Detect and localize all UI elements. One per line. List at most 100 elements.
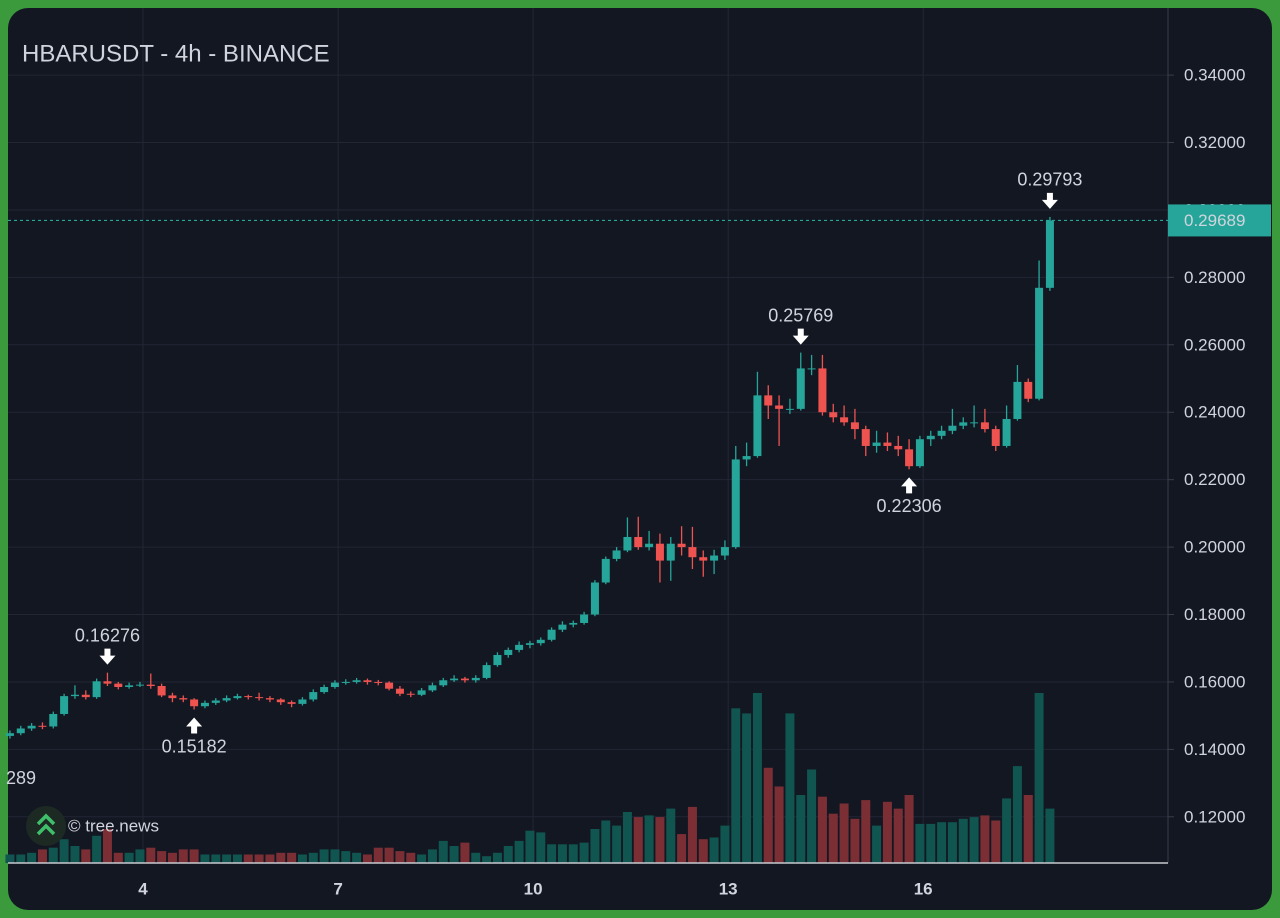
candle-body <box>103 681 112 684</box>
volume-bar <box>189 849 199 863</box>
volume-bar <box>373 847 383 863</box>
candle-body <box>146 684 155 686</box>
candle-body <box>298 699 307 704</box>
candle-body <box>645 543 654 548</box>
candle-body <box>179 698 188 700</box>
candle-body <box>5 733 14 736</box>
candle-body <box>265 698 274 700</box>
candle-body <box>959 422 968 426</box>
volume-bar <box>1002 798 1012 863</box>
volume-bar <box>579 842 589 863</box>
candle-body <box>363 680 372 682</box>
volume-bar <box>590 829 600 863</box>
volume-bar <box>27 852 37 863</box>
volume-bar <box>720 825 730 863</box>
volume-bar <box>48 847 58 863</box>
volume-bar <box>102 829 112 863</box>
candle-body <box>742 456 751 460</box>
candle-body <box>504 649 513 655</box>
volume-bar <box>503 846 513 863</box>
volume-bar <box>677 834 687 863</box>
candle-body <box>699 557 708 561</box>
candle-body <box>395 688 404 694</box>
volume-bar <box>861 800 871 863</box>
candle-body <box>38 725 47 727</box>
volume-bar <box>980 815 990 863</box>
price-annotation: 0.16276 <box>75 625 140 645</box>
candle-body <box>70 694 79 697</box>
candle-body <box>894 445 903 450</box>
volume-bar <box>232 854 242 863</box>
volume-bar <box>1034 693 1044 863</box>
candle-body <box>915 439 924 467</box>
candle-body <box>493 654 502 666</box>
candle-body <box>883 442 892 446</box>
volume-bar <box>622 812 632 863</box>
candle-body <box>1035 287 1044 399</box>
y-tick-label: 0.16000 <box>1184 672 1245 691</box>
volume-bar <box>243 854 253 863</box>
x-tick-label: 16 <box>914 879 933 898</box>
candle-body <box>81 694 90 698</box>
candle-body <box>796 368 805 409</box>
candle-body <box>677 543 686 548</box>
volume-bar <box>731 708 741 863</box>
candle-body <box>428 685 437 691</box>
candle-body <box>655 543 664 561</box>
candle-body <box>991 429 1000 446</box>
y-tick-label: 0.26000 <box>1184 335 1245 354</box>
candle-body <box>1002 418 1011 446</box>
volume-bar <box>406 852 416 863</box>
volume-bar <box>200 854 210 863</box>
volume-bar <box>265 854 275 863</box>
candle-body <box>612 550 621 559</box>
volume-bar <box>146 847 156 863</box>
x-tick-label: 7 <box>333 879 342 898</box>
volume-bar <box>991 820 1001 863</box>
candles <box>5 216 1054 739</box>
candle-body <box>255 697 264 699</box>
arrow-down <box>792 328 809 345</box>
candle-body <box>222 698 231 701</box>
volume-bar <box>915 823 925 863</box>
volume-bar <box>872 825 882 863</box>
arrow-down <box>1041 192 1058 209</box>
volume-bar <box>341 851 351 863</box>
volume-bar <box>59 839 69 863</box>
volume-bar <box>330 849 340 863</box>
candle-body <box>569 622 578 625</box>
volume-bar <box>926 823 936 863</box>
candle-body <box>590 582 599 615</box>
volume-bar <box>807 769 817 863</box>
watermark-text: © tree.news <box>68 816 159 835</box>
volume-bar <box>893 808 903 863</box>
volume-bar <box>698 839 708 863</box>
volume-bar <box>16 854 26 863</box>
candle-body <box>114 683 123 688</box>
candle-body <box>233 696 242 699</box>
candle-body <box>850 422 859 430</box>
volume-bar <box>287 852 297 863</box>
y-tick-label: 0.24000 <box>1184 403 1245 422</box>
candle-body <box>135 684 144 686</box>
volume-bar <box>297 854 307 863</box>
volume-bar <box>81 849 91 863</box>
price-annotation: 0.25769 <box>768 305 833 325</box>
candle-body <box>807 368 816 370</box>
volume-bar <box>536 832 546 863</box>
y-tick-label: 0.28000 <box>1184 268 1245 287</box>
candle-body <box>211 700 220 703</box>
volume-bar <box>1045 808 1055 863</box>
candle-body <box>980 422 989 430</box>
candle-body <box>666 543 675 561</box>
volume-bar <box>395 851 405 863</box>
y-tick-label: 0.12000 <box>1184 807 1245 826</box>
candle-body <box>200 702 209 707</box>
candle-body <box>450 678 459 681</box>
arrow-down <box>99 648 116 665</box>
volume-bar <box>70 846 80 863</box>
volume-bar <box>449 846 459 863</box>
candle-body <box>785 408 794 410</box>
candle-body <box>558 624 567 630</box>
